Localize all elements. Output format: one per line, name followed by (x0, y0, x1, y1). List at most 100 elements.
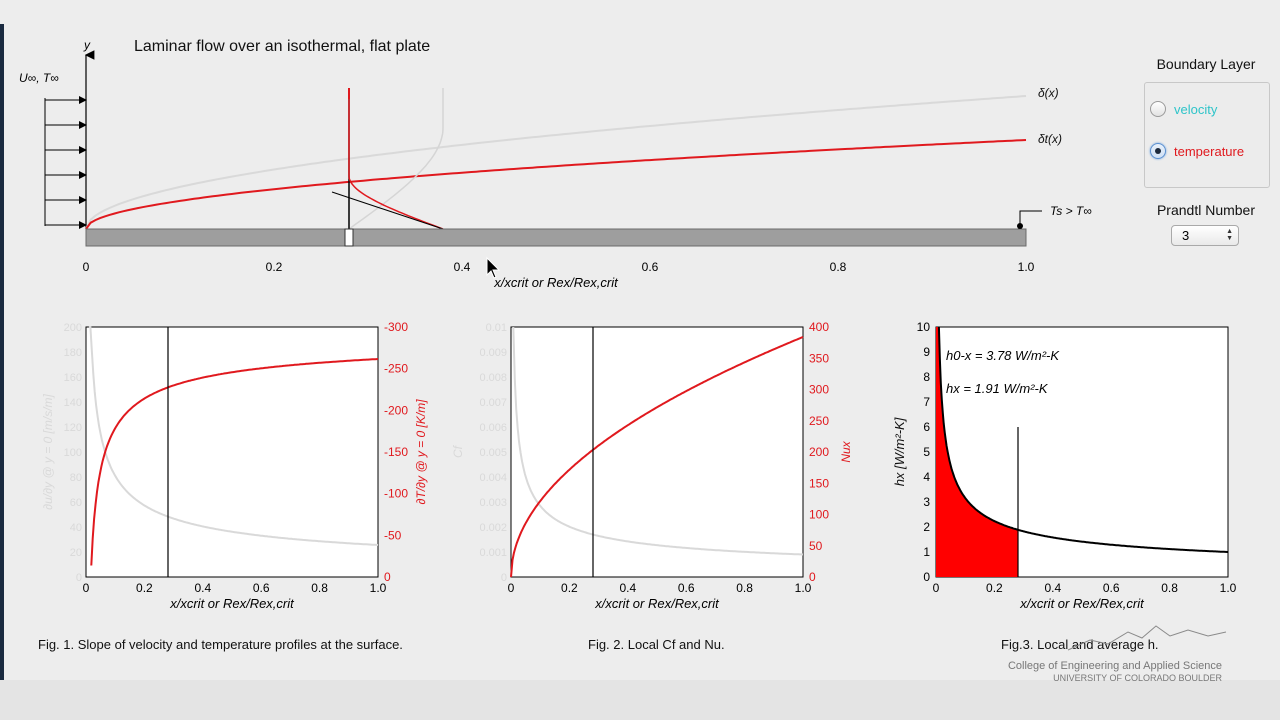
delta-t-curve (85, 139, 1027, 230)
radio-temperature[interactable]: temperature (1150, 143, 1244, 159)
fig3-left-label: hx [W/m²-K] (892, 417, 907, 486)
fig2-left-tick: 0.01 (486, 322, 507, 334)
top-y-axis-label: y (83, 38, 91, 52)
fig3-left-tick: 4 (923, 470, 930, 484)
fig1-x-tick: 0.8 (311, 581, 328, 595)
fig2-left-tick: 0.002 (479, 522, 507, 534)
fig3-average-area (936, 327, 1018, 577)
fig3-local-h-curve (937, 326, 1228, 553)
fig3-left-tick: 10 (917, 320, 931, 334)
flat-plate (85, 228, 1027, 247)
fig1-right-tick: -50 (384, 528, 402, 542)
radio-velocity-label[interactable]: velocity (1174, 101, 1218, 117)
fig2-x-tick: 0.6 (678, 581, 695, 595)
fig1-right-tick: -200 (384, 403, 408, 417)
fig2-right-tick: 300 (809, 383, 829, 397)
fig1-left-tick: 180 (64, 347, 82, 359)
fig2-right-tick: 50 (809, 539, 823, 553)
prandtl-value: 3 (1182, 228, 1190, 243)
fig1-left-tick: 140 (64, 397, 82, 409)
fig3-left-tick: 9 (923, 345, 930, 359)
plate-position-slider[interactable] (344, 228, 354, 247)
university-name: UNIVERSITY OF COLORADO BOULDER (1053, 673, 1222, 683)
delta-curve (85, 95, 1027, 230)
freestream-label: U∞, T∞ (19, 71, 59, 85)
fig2-left-tick: 0.006 (479, 422, 507, 434)
fig3-left-tick: 6 (923, 420, 930, 434)
fig3-left-ticks: 0 1 2 3 4 5 6 7 8 9 10 (917, 320, 931, 584)
fig3-annotation-avg: h0-x = 3.78 W/m²-K (946, 348, 1060, 363)
top-x-tick: 1.0 (1018, 260, 1035, 274)
fig2-right-tick: 150 (809, 476, 829, 490)
radio-velocity-button[interactable] (1150, 101, 1166, 117)
fig2-left-tick: 0.001 (479, 547, 507, 559)
top-x-tick: 0 (83, 260, 90, 274)
fig1-right-tick: -100 (384, 487, 408, 501)
mountains-logo-icon (1067, 625, 1227, 651)
surface-leader (1019, 210, 1042, 226)
fig3-left-tick: 0 (923, 570, 930, 584)
fig3-x-label: x/xcrit or Rex/Rex,crit (1019, 596, 1145, 611)
fig3-left-tick: 2 (923, 520, 930, 534)
fig3-left-tick: 8 (923, 370, 930, 384)
fig1-x-tick: 0.6 (253, 581, 270, 595)
college-name: College of Engineering and Applied Scien… (1008, 660, 1222, 672)
fig2-left-tick: 0.007 (479, 397, 507, 409)
fig2-right-label: Nux (839, 440, 853, 462)
updown-arrows-icon: ▲ ▼ (1226, 228, 1233, 242)
fig1-x-tick: 0 (83, 581, 90, 595)
fig1-left-label: ∂u/∂y @ y = 0 [m/s/m] (41, 393, 55, 509)
delta-t-label: δt(x) (1038, 132, 1062, 146)
delta-label: δ(x) (1038, 86, 1059, 100)
fig1-right-tick: -250 (384, 362, 408, 376)
fig1-temperature-slope-curve (90, 358, 379, 566)
fig1-caption: Fig. 1. Slope of velocity and temperatur… (38, 637, 403, 652)
top-x-axis-label: x/xcrit or Rex/Rex,crit (493, 275, 619, 290)
fig1-x-ticks: 0 0.2 0.4 0.6 0.8 1.0 (83, 581, 387, 595)
fig2-left-ticks: 0 0.001 0.002 0.003 0.004 0.005 0.006 0.007 0.00… (479, 322, 507, 584)
inflow-arrows (45, 96, 87, 229)
radio-velocity[interactable]: velocity (1150, 101, 1217, 117)
fig2-right-tick: 200 (809, 445, 829, 459)
top-x-tick: 0.2 (266, 260, 283, 274)
fig3-x-tick: 0.2 (986, 581, 1003, 595)
fig2-left-tick: 0.003 (479, 497, 507, 509)
fig2-cf-curve (512, 326, 804, 556)
boundary-layer-title: Boundary Layer (1136, 56, 1276, 72)
fig1-right-label: ∂T/∂y @ y = 0 [K/m] (414, 399, 428, 505)
fig2-left-tick: 0.009 (479, 347, 507, 359)
fig1-left-tick: 80 (70, 472, 82, 484)
fig2-caption: Fig. 2. Local Cf and Nu. (588, 637, 725, 652)
fig1-left-tick: 60 (70, 497, 82, 509)
fig1-x-tick: 1.0 (370, 581, 387, 595)
fig2-x-ticks: 0 0.2 0.4 0.6 0.8 1.0 (508, 581, 812, 595)
radio-temperature-label[interactable]: temperature (1174, 143, 1245, 159)
fig2-right-tick: 250 (809, 414, 829, 428)
fig2-x-tick: 0.4 (619, 581, 636, 595)
bottom-strip (0, 680, 1280, 720)
fig1-x-tick: 0.2 (136, 581, 153, 595)
fig2-right-tick: 350 (809, 351, 829, 365)
fig3-left-tick: 5 (923, 445, 930, 459)
fig1-right-tick: -300 (384, 320, 408, 334)
fig1-left-tick: 20 (70, 547, 82, 559)
radio-temperature-button[interactable] (1150, 143, 1166, 159)
fig2-left-label: Cf (451, 444, 465, 458)
prandtl-select[interactable]: 3 ▲ ▼ (1171, 225, 1239, 246)
fig3-x-tick: 1.0 (1220, 581, 1237, 595)
fig1-left-tick: 100 (64, 447, 82, 459)
fig2-right-tick: 400 (809, 320, 829, 334)
top-x-tick: 0.4 (454, 260, 471, 274)
fig2-plot-area (510, 326, 804, 578)
fig1-right-tick: 0 (384, 570, 391, 584)
fig2-x-tick: 0 (508, 581, 515, 595)
fig3-left-tick: 3 (923, 495, 930, 509)
fig3-left-tick: 1 (923, 545, 930, 559)
fig2-x-label: x/xcrit or Rex/Rex,crit (594, 596, 720, 611)
surface-temp-label: Ts > T∞ (1050, 204, 1092, 218)
fig1-left-tick: 160 (64, 372, 82, 384)
fig2-right-ticks: 0 50 100 150 200 250 300 350 400 (809, 320, 829, 584)
fig1-left-tick: 40 (70, 522, 82, 534)
